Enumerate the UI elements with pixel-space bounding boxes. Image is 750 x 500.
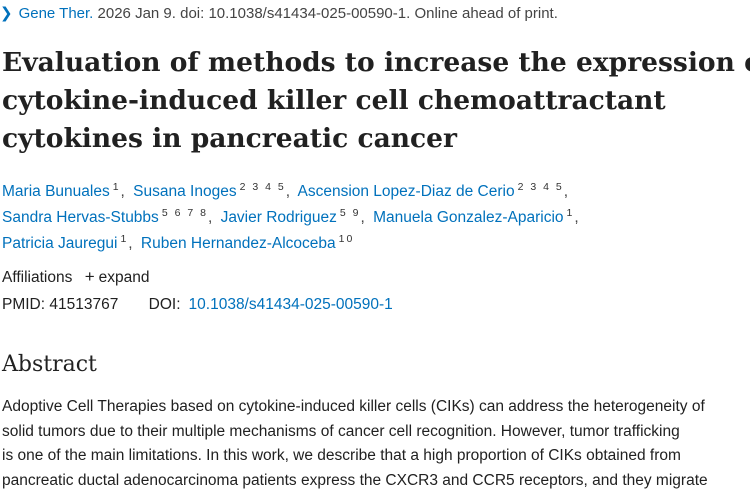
separator: , xyxy=(360,209,365,226)
pmid-label: PMID: xyxy=(2,296,46,313)
affiliations-row: Affiliations + expand xyxy=(2,266,149,289)
abstract-text: Adoptive Cell Therapies based on cytokin… xyxy=(2,395,750,493)
article-title: Evaluation of methods to increase the ex… xyxy=(2,44,750,158)
expand-affiliations-button[interactable]: + expand xyxy=(84,267,150,286)
affiliation-ref[interactable]: 10 xyxy=(338,233,355,245)
author-line: Patricia Jauregui 1, Ruben Hernandez-Alco… xyxy=(2,226,747,252)
journal-link[interactable]: Gene Ther. xyxy=(18,5,94,22)
pmid-value: 41513767 xyxy=(49,296,119,313)
affiliation-ref[interactable]: 2 3 4 5 xyxy=(239,181,286,193)
author-link[interactable]: Patricia Jauregui xyxy=(2,235,118,252)
doi-label: DOI: xyxy=(148,296,181,313)
identifiers-row: PMID: 41513767 DOI: 10.1038/s41434-025-00… xyxy=(2,294,393,316)
doi-link[interactable]: 10.1038/s41434-025-00590-1 xyxy=(188,296,393,313)
affiliation-ref[interactable]: 2 3 4 5 xyxy=(517,181,564,193)
abstract-line: solid tumors due to their multiple mecha… xyxy=(2,422,680,440)
expand-label: expand xyxy=(98,269,150,286)
title-line: Evaluation of methods to increase the ex… xyxy=(2,47,750,78)
abstract-line: is one of the main limitations. In this … xyxy=(2,447,681,464)
title-line: cytokines in pancreatic cancer xyxy=(2,123,458,154)
author-line: Sandra Hervas-Stubbs 5 6 7 8, Javier Rodr… xyxy=(2,200,747,226)
citation-details: 2026 Jan 9. doi: 10.1038/s41434-025-0059… xyxy=(97,5,558,22)
author-link[interactable]: Ascension Lopez-Diaz de Cerio xyxy=(297,183,515,200)
separator: , xyxy=(574,209,579,226)
author-link[interactable]: Manuela Gonzalez-Aparicio xyxy=(373,209,564,226)
chevron-right-icon[interactable]: ❯ xyxy=(0,5,13,22)
affiliation-ref[interactable]: 5 9 xyxy=(339,207,361,219)
author-link[interactable]: Javier Rodriguez xyxy=(220,209,337,226)
plus-icon: + xyxy=(84,267,95,286)
affiliation-ref[interactable]: 1 xyxy=(112,181,121,193)
separator: , xyxy=(285,183,291,200)
author-link[interactable]: Ruben Hernandez-Alcoceba xyxy=(140,235,336,252)
separator: , xyxy=(120,183,125,200)
separator: , xyxy=(128,235,133,252)
abstract-line: pancreatic ductal adenocarcinoma patient… xyxy=(2,471,708,489)
author-link[interactable]: Susana Inoges xyxy=(133,183,237,200)
separator: , xyxy=(563,183,569,200)
author-line: Maria Bunuales 1, Susana Inoges 2 3 4 5, A… xyxy=(2,174,747,200)
author-link[interactable]: Sandra Hervas-Stubbs xyxy=(2,209,159,226)
abstract-line: Adoptive Cell Therapies based on cytokin… xyxy=(2,398,705,415)
affiliations-label: Affiliations xyxy=(2,269,73,286)
separator: , xyxy=(207,209,213,226)
affiliation-ref[interactable]: 1 xyxy=(566,207,575,219)
author-list: Maria Bunuales 1, Susana Inoges 2 3 4 5, A… xyxy=(2,174,747,252)
affiliation-ref[interactable]: 5 6 7 8 xyxy=(161,207,208,219)
author-link[interactable]: Maria Bunuales xyxy=(2,183,110,200)
abstract-heading: Abstract xyxy=(2,352,97,377)
affiliation-ref[interactable]: 1 xyxy=(120,233,129,245)
citation-line: ❯ Gene Ther. 2026 Jan 9. doi: 10.1038/s41… xyxy=(0,3,558,25)
title-line: cytokine-induced killer cell chemoattrac… xyxy=(2,85,666,116)
